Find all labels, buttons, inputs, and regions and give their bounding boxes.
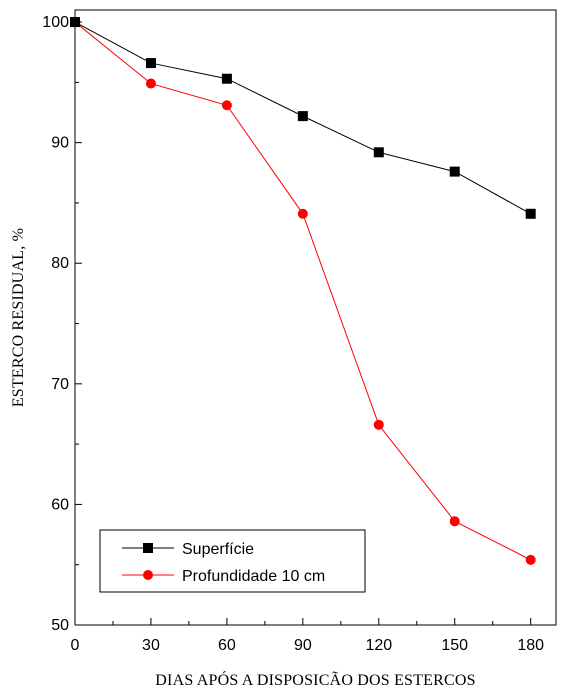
data-point: [525, 554, 536, 565]
y-tick-label: 70: [51, 376, 69, 393]
x-tick-label: 0: [71, 637, 80, 654]
x-tick-label: 180: [517, 637, 544, 654]
plot-frame: [74, 9, 557, 626]
data-point: [221, 73, 232, 84]
data-point: [373, 147, 384, 158]
y-tick-label: 80: [51, 255, 69, 272]
series-1: [70, 17, 536, 565]
legend-marker: [143, 570, 153, 580]
legend-item: Profundidade 10 cm: [122, 568, 325, 585]
legend-label: Superfície: [182, 541, 254, 558]
axes: 0 30 60 90 120 150 180 50 60 70 80 90 100: [42, 9, 557, 654]
data-point: [297, 208, 308, 219]
data-point: [221, 100, 232, 111]
y-tick-label: 60: [51, 496, 69, 513]
series-layer: [70, 17, 536, 565]
data-point: [70, 17, 80, 28]
data-point: [145, 58, 156, 69]
data-point: [145, 78, 156, 89]
legend-box: [99, 529, 366, 593]
x-tick-label: 90: [294, 637, 312, 654]
x-tick-label: 60: [218, 637, 236, 654]
legend-marker: [143, 543, 153, 553]
x-tick-label: 150: [441, 637, 468, 654]
x-axis-title: DIAS APÓS A DISPOSICÃO DOS ESTERCOS: [155, 670, 475, 689]
data-point: [449, 516, 460, 527]
y-tick-label: 100: [42, 14, 69, 31]
data-point: [449, 166, 460, 177]
y-tick-label: 90: [51, 135, 69, 152]
legend-item: Superfície: [122, 541, 254, 558]
data-point: [373, 419, 384, 430]
data-point: [297, 111, 308, 122]
x-tick-label: 30: [142, 637, 160, 654]
legend: Superfície Profundidade 10 cm: [99, 529, 366, 593]
series-line: [74, 21, 531, 561]
y-tick-label: 50: [51, 617, 69, 634]
legend-label: Profundidade 10 cm: [182, 568, 325, 585]
series-0: [70, 17, 536, 219]
x-tick-label: 120: [365, 637, 392, 654]
y-axis-title: ESTERCO RESIDUAL, %: [10, 228, 27, 407]
data-point: [525, 208, 536, 219]
